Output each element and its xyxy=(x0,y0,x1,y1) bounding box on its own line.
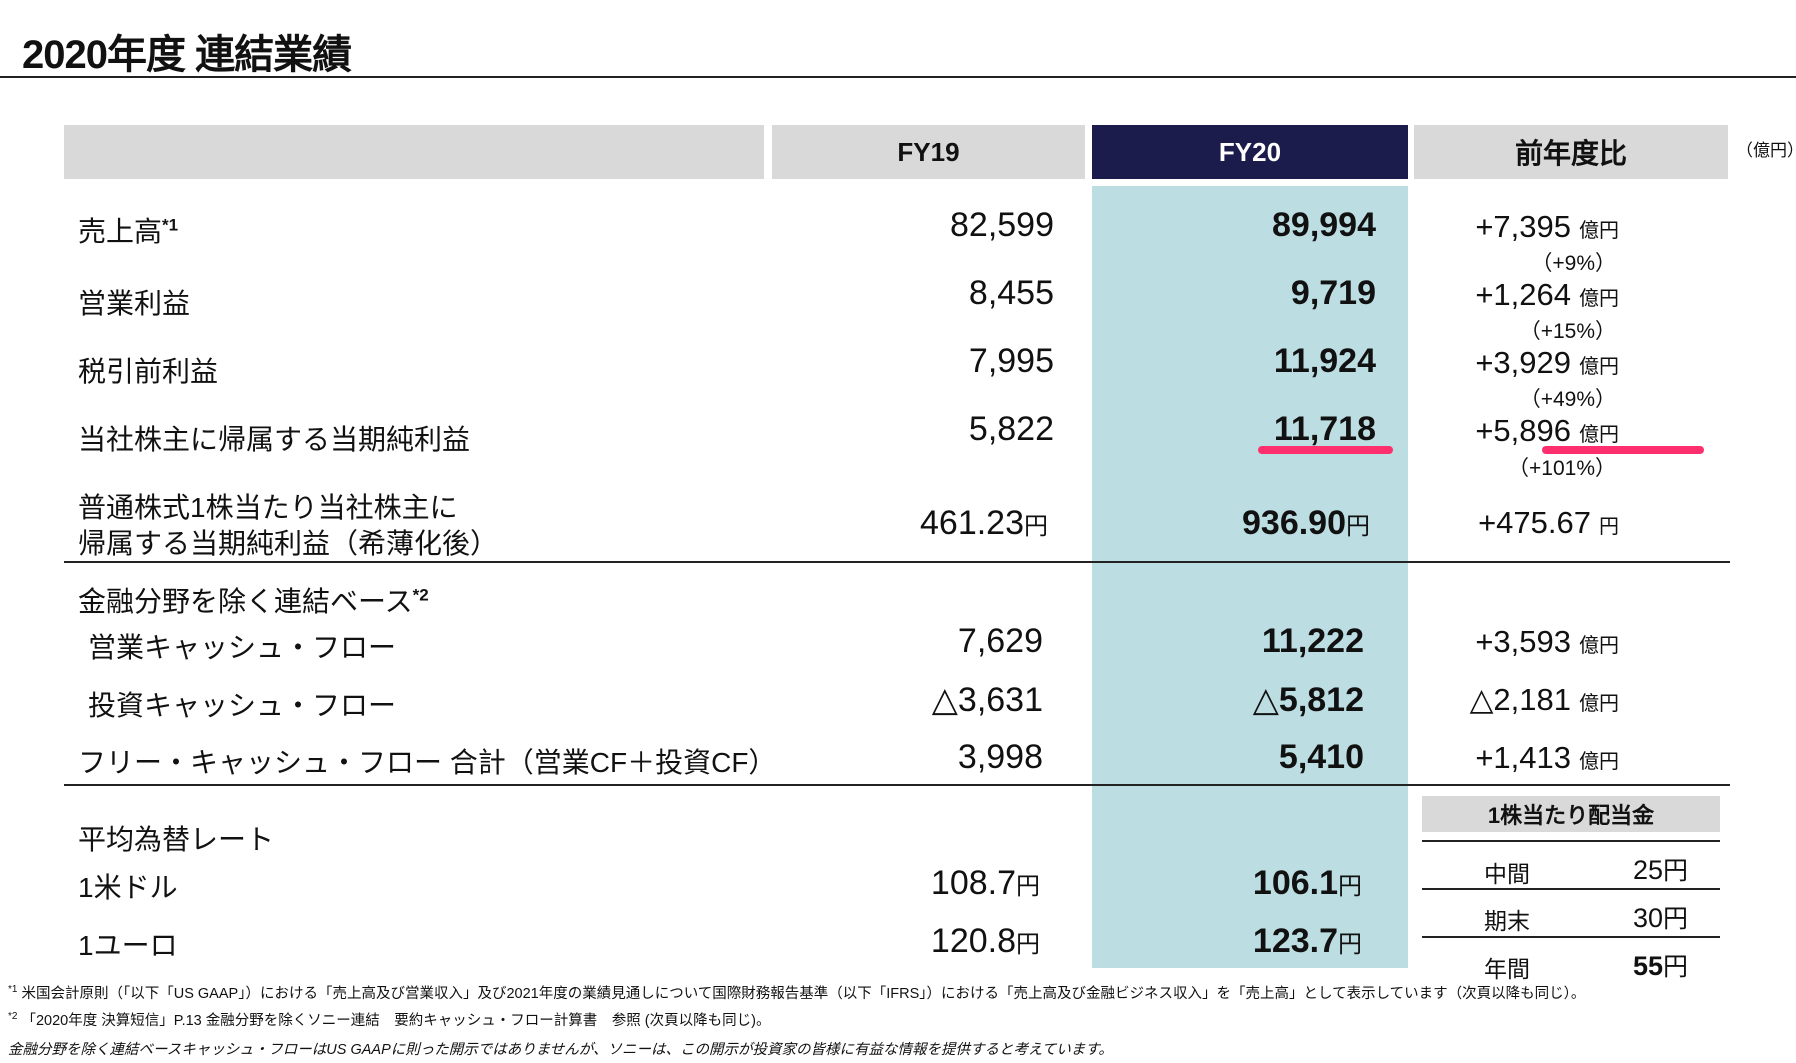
free-cf-diff: +1,413 億円 xyxy=(1475,740,1619,775)
operating-income-fy19: 8,455 xyxy=(968,274,1054,312)
dividend-label-annual: 年間 xyxy=(1484,956,1530,982)
row-label-usd: 1米ドル xyxy=(78,872,178,903)
dividend-rule-2 xyxy=(1422,888,1720,890)
fy20-column-band xyxy=(1092,186,1408,968)
dividend-value-interim: 25円 xyxy=(1632,855,1688,885)
header-fy19: FY19 xyxy=(772,125,1085,179)
investing-cf-diff: △2,181 億円 xyxy=(1469,682,1619,717)
eps-diff: +475.67 円 xyxy=(1478,505,1619,540)
row-label-investing-cf: 投資キャッシュ・フロー xyxy=(88,690,397,721)
operating-cf-diff: +3,593 億円 xyxy=(1475,624,1619,659)
net-income-diff-pct: （+101%） xyxy=(1508,457,1616,480)
operating-income-diff-pct: （+15%） xyxy=(1519,320,1616,343)
footnote-1: *1 米国会計原則（「以下「US GAAP」）における「売上高及び営業収入」及び… xyxy=(8,984,1586,1002)
investing-cf-fy19: △3,631 xyxy=(931,681,1043,719)
sales-diff: +7,395 億円 xyxy=(1475,209,1619,244)
header-diff: 前年度比 xyxy=(1414,125,1728,179)
pretax-income-fy19: 7,995 xyxy=(968,342,1054,380)
eur-fy20: 123.7円 xyxy=(1252,922,1362,960)
net-income-diff: +5,896 億円 xyxy=(1475,413,1619,448)
free-cf-fy20: 5,410 xyxy=(1278,738,1364,776)
title-divider xyxy=(0,76,1796,78)
eur-fy19: 120.8円 xyxy=(930,922,1040,960)
sales-fy20: 89,994 xyxy=(1272,206,1376,244)
sales-fy19: 82,599 xyxy=(950,206,1054,244)
net-income-fy19: 5,822 xyxy=(968,410,1054,448)
header-fy20: FY20 xyxy=(1092,125,1408,179)
eps-fy20: 936.90円 xyxy=(1242,504,1370,542)
dividend-rule-1 xyxy=(1422,840,1720,842)
footnote-disclaimer: 金融分野を除く連結ベースキャッシュ・フローはUS GAAPに則った開示ではありま… xyxy=(8,1042,1113,1058)
operating-income-diff: +1,264 億円 xyxy=(1475,277,1619,312)
dividend-value-yearend: 30円 xyxy=(1632,903,1688,933)
dividend-value-annual: 55円 xyxy=(1632,951,1688,981)
dividend-label-yearend: 期末 xyxy=(1484,908,1530,934)
pretax-income-fy20: 11,924 xyxy=(1273,342,1376,380)
section-divider-1 xyxy=(64,561,1730,563)
row-label-pretax-income: 税引前利益 xyxy=(78,356,219,387)
dividend-label-interim: 中間 xyxy=(1484,861,1530,887)
row-label-free-cf: フリー・キャッシュ・フロー 合計（営業CF＋投資CF） xyxy=(78,747,777,778)
fx-section-label: 平均為替レート xyxy=(78,824,275,855)
section-divider-2 xyxy=(64,784,1730,786)
row-label-sales: 売上高*1 xyxy=(78,215,179,247)
free-cf-fy19: 3,998 xyxy=(957,738,1043,776)
pretax-income-diff: +3,929 億円 xyxy=(1475,345,1619,380)
row-label-eur: 1ユーロ xyxy=(78,930,178,961)
page-title: 2020年度 連結業績 xyxy=(22,33,352,77)
eps-fy19: 461.23円 xyxy=(920,504,1048,542)
header-blank-cell xyxy=(64,125,764,179)
pretax-income-diff-pct: （+49%） xyxy=(1519,388,1616,411)
sales-diff-pct: （+9%） xyxy=(1531,252,1616,275)
net-income-diff-highlight xyxy=(1542,446,1704,454)
operating-cf-fy19: 7,629 xyxy=(957,622,1043,660)
cashflow-section-label: 金融分野を除く連結ベース*2 xyxy=(78,585,429,617)
operating-cf-fy20: 11,222 xyxy=(1261,622,1364,660)
row-label-net-income: 当社株主に帰属する当期純利益 xyxy=(78,424,471,455)
unit-label: （億円） xyxy=(1736,141,1796,160)
row-label-eps-line2: 帰属する当期純利益（希薄化後） xyxy=(78,528,499,559)
net-income-fy20-highlight xyxy=(1258,446,1393,454)
row-label-eps-line1: 普通株式1株当たり当社株主に xyxy=(78,492,458,523)
footnote-2: *2 「2020年度 決算短信」P.13 金融分野を除くソニー連結 要約キャッシ… xyxy=(8,1011,771,1029)
row-label-operating-cf: 営業キャッシュ・フロー xyxy=(88,632,397,663)
dividend-rule-3 xyxy=(1422,936,1720,938)
operating-income-fy20: 9,719 xyxy=(1290,274,1376,312)
row-label-operating-income: 営業利益 xyxy=(78,288,191,319)
investing-cf-fy20: △5,812 xyxy=(1252,681,1364,719)
net-income-fy20: 11,718 xyxy=(1273,410,1376,448)
dividend-title: 1株当たり配当金 xyxy=(1422,796,1720,832)
usd-fy19: 108.7円 xyxy=(930,864,1040,902)
usd-fy20: 106.1円 xyxy=(1252,864,1362,902)
